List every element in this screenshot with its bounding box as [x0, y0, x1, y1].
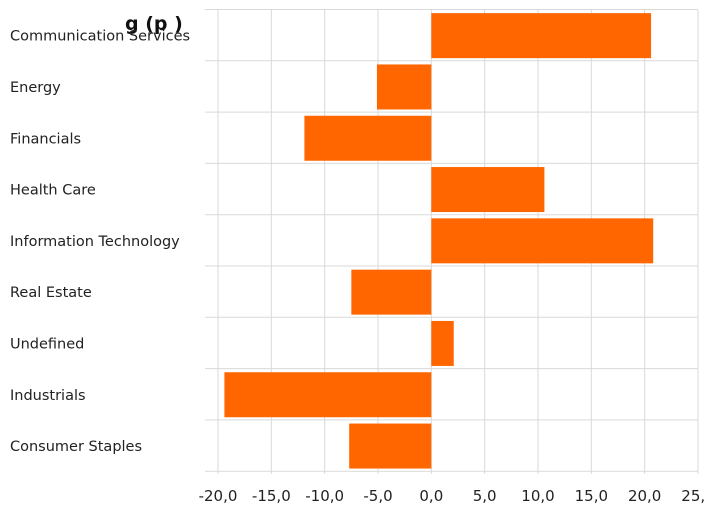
category-label: Real Estate: [10, 285, 92, 301]
category-label: Energy: [10, 80, 61, 96]
x-tick-labels: -20,0 -15,0 -10,0 -5,0 0,0 5,0 10,0 15,0 20,0 25,…: [199, 487, 704, 505]
category-label: Undefined: [10, 336, 84, 352]
category-labels: Communication Services Energy Financials He…: [10, 29, 190, 455]
x-tick-label: 20,0: [628, 487, 661, 505]
x-tick-label: -10,0: [305, 487, 344, 505]
x-tick-label: 25,0: [681, 487, 704, 505]
bar: [351, 269, 432, 315]
chart-title: g (p ): [125, 13, 183, 35]
x-tick-label: 0,0: [419, 487, 443, 505]
bar: [431, 167, 545, 213]
x-tick-label: -5,0: [363, 487, 392, 505]
category-label: Industrials: [10, 388, 86, 404]
x-tick-label: 10,0: [521, 487, 554, 505]
category-label: Consumer Staples: [10, 439, 142, 455]
category-label: Information Technology: [10, 234, 180, 250]
category-label: Communication Services: [10, 29, 190, 45]
bar: [431, 320, 454, 366]
x-tick-label: 15,0: [575, 487, 608, 505]
bar: [431, 218, 654, 264]
category-label: Financials: [10, 131, 81, 147]
x-tick-label: 5,0: [473, 487, 497, 505]
bar: [376, 64, 432, 110]
bar: [304, 115, 432, 161]
x-tick-label: -15,0: [252, 487, 291, 505]
x-tick-label: -20,0: [199, 487, 238, 505]
bar: [349, 423, 432, 469]
bar: [224, 372, 432, 418]
bars: [224, 13, 654, 469]
category-label: Health Care: [10, 183, 96, 199]
bar: [431, 13, 652, 59]
